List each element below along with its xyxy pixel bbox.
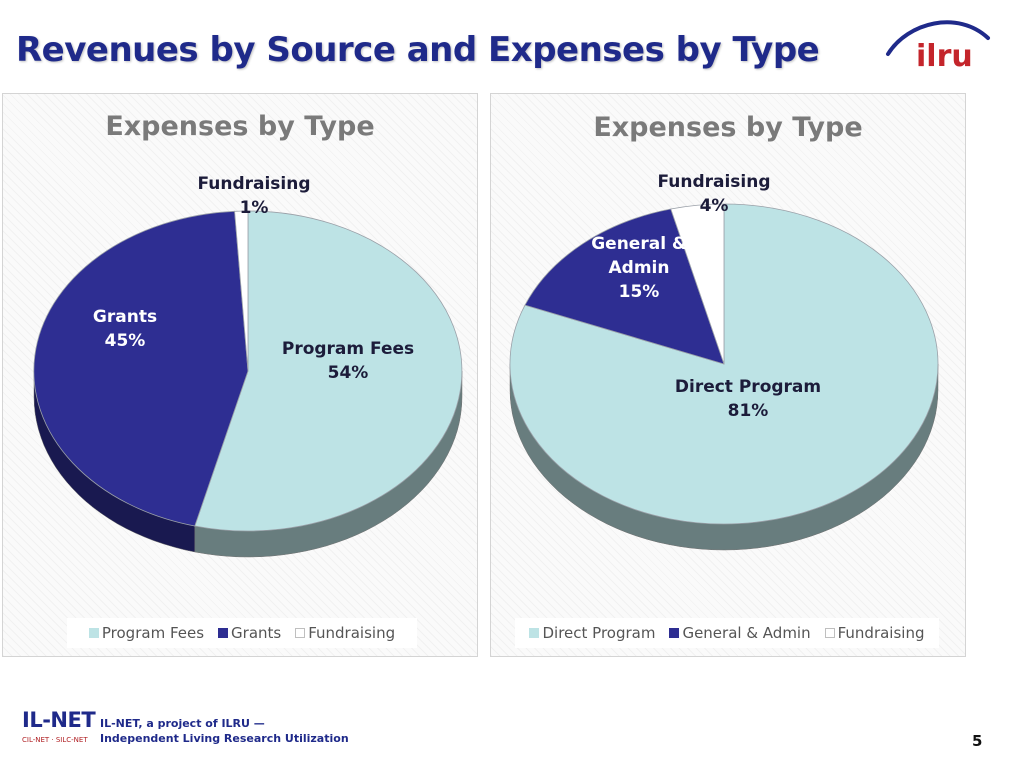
chart-legend: Program Fees Grants Fundraising <box>67 618 417 648</box>
data-label-direct-program: Direct Program 81% <box>675 377 821 421</box>
pie-labels: Direct Program 81% General & Admin 15% Fundra… <box>591 172 821 421</box>
legend-label: Direct Program <box>542 624 656 642</box>
pie-slice-program-fees <box>194 210 463 532</box>
ilru-logo: ilru <box>886 20 990 74</box>
data-label-general-and-admin: General & Admin 15% <box>591 234 687 302</box>
chart-title: Expenses by Type <box>105 111 374 142</box>
pie-slices <box>509 203 939 525</box>
legend-swatch <box>295 628 306 638</box>
il-net-logo-subtext: CIL-NET · SILC-NET <box>22 736 88 744</box>
legend-label: Fundraising <box>837 624 925 642</box>
legend-item-direct-program: Direct Program <box>529 624 655 642</box>
chart-legend: Direct Program General & Admin Fundraising <box>515 618 939 648</box>
logo-text: ilru <box>916 39 973 74</box>
slide-title: Revenues by Source and Expenses by Type <box>16 30 820 70</box>
legend-item-grants: Grants <box>218 624 281 642</box>
legend-label: General & Admin <box>682 624 811 642</box>
legend-label: Program Fees <box>101 624 205 642</box>
legend-item-program-fees: Program Fees <box>88 624 205 642</box>
pie-slice-direct-program <box>509 203 939 525</box>
legend-swatch <box>88 628 99 638</box>
revenue-pie-chart: Expenses by Type Program Fees 54% Grants 45… <box>33 111 463 558</box>
logo-swoosh <box>886 20 990 56</box>
legend-swatch <box>669 628 680 638</box>
revenue-chart-panel: Expenses by Type Program Fees 54% Grants 45… <box>2 93 478 657</box>
legend-label: Grants <box>231 624 282 642</box>
expense-chart-panel: Expenses by Type Direct Program 81% Genera… <box>490 93 966 657</box>
pie-slice-fundraising <box>670 203 725 365</box>
legend-item-fundraising: Fundraising <box>295 624 395 642</box>
data-label-grants: Grants 45% <box>93 307 157 351</box>
data-label-fundraising: Fundraising 1% <box>197 174 310 218</box>
legend-swatch <box>218 628 229 638</box>
data-label-program-fees: Program Fees 54% <box>282 339 414 383</box>
chart-title: Expenses by Type <box>593 112 862 143</box>
legend-item-general-and-admin: General & Admin <box>669 624 811 642</box>
legend-item-fundraising: Fundraising <box>824 624 925 642</box>
pie-slice-general-and-admin <box>524 208 725 365</box>
expense-pie-chart: Expenses by Type Direct Program 81% Genera… <box>509 112 939 551</box>
pie-slices <box>33 210 463 532</box>
pie-slice-grants <box>33 210 249 527</box>
page-number: 5 <box>972 732 983 750</box>
footer-tagline-line2: Independent Living Research Utilization <box>100 732 349 745</box>
il-net-logo: IL-NET CIL-NET · SILC-NET <box>22 708 96 744</box>
pie-labels: Program Fees 54% Grants 45% Fundraising 1% <box>93 174 414 383</box>
footer-tagline: IL-NET, a project of ILRU — Independent … <box>100 716 349 746</box>
legend-swatch <box>529 628 540 638</box>
footer-tagline-line1: IL-NET, a project of ILRU — <box>100 717 265 730</box>
il-net-logo-text: IL-NET <box>22 708 96 732</box>
legend-swatch <box>824 628 835 638</box>
data-label-fundraising: Fundraising 4% <box>657 172 770 216</box>
pie-slice-fundraising <box>234 210 249 372</box>
legend-label: Fundraising <box>308 624 396 642</box>
